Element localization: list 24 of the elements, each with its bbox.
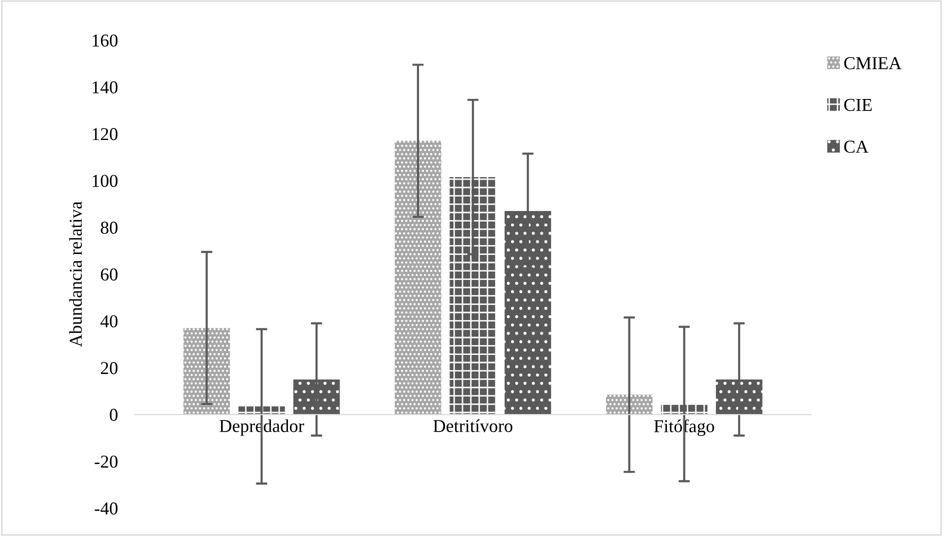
legend-label: CMIEA bbox=[844, 57, 902, 70]
bar bbox=[716, 379, 762, 415]
y-tick-label: 40 bbox=[100, 315, 118, 328]
y-tick-label: 120 bbox=[92, 128, 118, 140]
y-tick-label: 60 bbox=[100, 268, 118, 281]
bar bbox=[183, 328, 230, 415]
bar bbox=[293, 379, 340, 415]
bar bbox=[504, 210, 552, 415]
bar bbox=[394, 140, 442, 415]
y-tick-label: 80 bbox=[100, 222, 118, 234]
bar bbox=[606, 394, 653, 415]
legend-label: CA bbox=[844, 140, 868, 153]
y-tick-label: -20 bbox=[94, 456, 118, 468]
y-tick-label: 160 bbox=[92, 34, 118, 47]
y-tick-label: 140 bbox=[92, 81, 118, 94]
y-axis-title: Abundancia relativa bbox=[69, 201, 82, 347]
y-tick-label: 100 bbox=[92, 174, 118, 188]
bar bbox=[660, 404, 708, 415]
y-tick-label: 20 bbox=[100, 362, 118, 374]
y-tick-label: -40 bbox=[94, 502, 118, 515]
bar bbox=[450, 177, 496, 415]
legend-label: CIE bbox=[844, 98, 872, 112]
x-tick-label: Detritívoro bbox=[433, 419, 512, 432]
y-tick-label: 0 bbox=[110, 408, 118, 421]
